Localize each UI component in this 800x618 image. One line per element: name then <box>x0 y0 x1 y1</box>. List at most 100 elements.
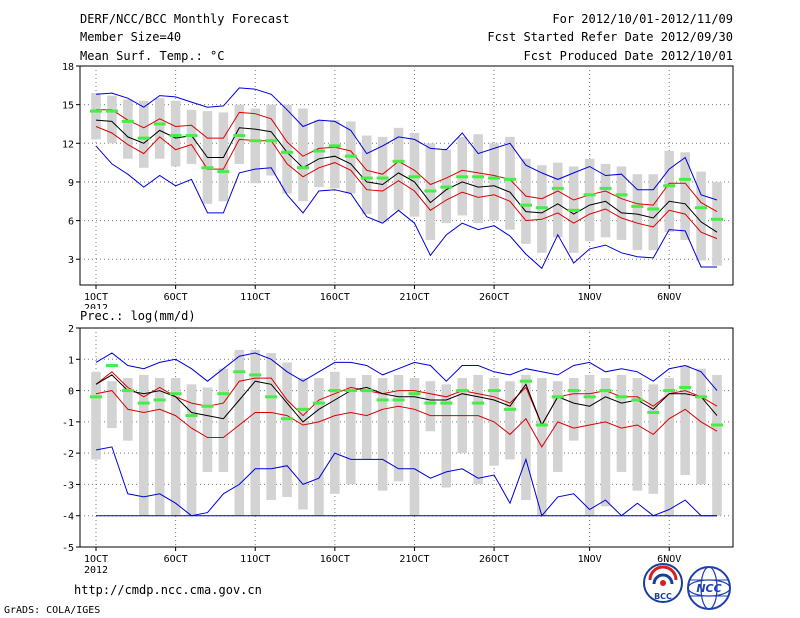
prec-xtick-label: 21OCT <box>399 554 429 565</box>
temp-spread-box <box>409 132 420 217</box>
temp-min-line <box>95 145 717 270</box>
temp-observed-mark <box>472 175 485 179</box>
prec-observed-mark <box>472 401 485 405</box>
prec-spread-box <box>712 374 722 516</box>
temp-spread-box <box>473 134 483 224</box>
prec-observed-mark <box>297 407 309 411</box>
prec-ytick-label: 1 <box>68 355 74 366</box>
prec-spread-box <box>552 381 563 472</box>
temp-observed-mark <box>679 177 692 181</box>
temp-observed-mark <box>281 150 294 154</box>
prec-observed-mark <box>90 395 102 399</box>
prec-ytick-label: -5 <box>62 543 74 554</box>
prec-observed-mark <box>711 423 723 427</box>
prec-xtick-label: 1NOV <box>578 554 602 565</box>
temp-observed-mark <box>249 139 262 143</box>
temp-spread-box <box>489 143 499 221</box>
temp-mean-line <box>95 119 718 233</box>
prec-plot-frame <box>79 327 734 548</box>
prec-spread-box <box>680 365 690 476</box>
prec-xtick-label: 6NOV <box>657 554 681 565</box>
prec-spread-box <box>632 378 643 491</box>
temp-xtick-label: 26OCT <box>479 292 509 303</box>
temp-spread-box <box>712 181 722 266</box>
prec-max-line <box>95 352 718 391</box>
prec-observed-mark <box>440 401 453 405</box>
prec-spread-box <box>91 371 101 460</box>
prec-observed-mark <box>599 389 612 393</box>
prec-observed-mark <box>679 385 692 389</box>
temp-observed-mark <box>551 186 564 190</box>
prec-upper-line <box>95 371 718 427</box>
temp-observed-mark <box>519 203 532 207</box>
temp-observed-mark <box>440 185 453 189</box>
temp-observed-mark <box>344 154 357 158</box>
prec-spread-box <box>409 378 420 516</box>
temp-spread-box <box>154 98 165 159</box>
prec-observed-mark <box>360 389 373 393</box>
prec-observed-mark <box>185 414 198 418</box>
prec-spread-box <box>170 378 181 516</box>
prec-lower-line <box>95 390 718 448</box>
temp-observed-mark <box>711 217 723 221</box>
temp-xtick-label: 6NOV <box>657 292 681 303</box>
prec-ytick-label: -1 <box>62 418 74 429</box>
prec-spread-box <box>425 381 436 432</box>
temp-spread-box <box>298 108 308 202</box>
prec-spread-box <box>218 368 229 472</box>
forecast-produced-label: Fcst Produced Date 2012/10/01 <box>523 49 733 63</box>
temp-observed-mark <box>121 119 134 123</box>
temp-xtick-label: 21OCT <box>399 292 429 303</box>
prec-ytick-label: -4 <box>62 512 74 523</box>
prec-spread-box <box>696 368 706 485</box>
prec-observed-mark <box>169 392 182 396</box>
prec-observed-mark <box>265 395 278 399</box>
bcc-logo: BCC <box>643 563 683 603</box>
prec-observed-mark <box>328 389 341 393</box>
temp-observed-mark <box>185 134 198 138</box>
temp-observed-mark <box>535 206 548 210</box>
variable-label: Mean Surf. Temp.: °C <box>80 49 225 63</box>
temp-observed-mark <box>599 186 612 190</box>
temp-spread-box <box>616 166 627 240</box>
temp-spread-box <box>330 120 340 189</box>
prec-spread-box <box>377 378 388 491</box>
temperature-panel: 3 6 9 12 15 18 1OCT 6OCT 11OCT 16OCT 21OCT 26OCT 1NO… <box>62 62 734 314</box>
prec-observed-mark <box>535 423 548 427</box>
prec-observed-mark <box>392 398 405 402</box>
temp-lower-line <box>95 126 718 240</box>
prec-xtick-label: 11OCT <box>240 554 270 565</box>
prec-observed-mark <box>249 373 262 377</box>
prec-observed-mark <box>281 417 294 421</box>
temp-xtick-label: 16OCT <box>320 292 350 303</box>
prec-spread-box <box>186 384 197 516</box>
temp-spread-box <box>91 93 101 140</box>
source-url-link[interactable]: http://cmdp.ncc.cma.gov.cn <box>74 583 262 597</box>
prec-min-line <box>95 446 717 517</box>
ncc-logo-text: NCC <box>696 582 721 595</box>
temp-observed-mark <box>153 122 166 126</box>
prec-spread-box <box>298 378 308 510</box>
prec-spread-box <box>282 362 292 497</box>
temp-spread-box <box>584 158 595 242</box>
temp-observed-mark <box>265 139 278 143</box>
temp-spread-box <box>696 171 706 261</box>
temp-upper-line <box>96 109 718 213</box>
prec-observed-mark <box>105 364 118 368</box>
prec-observed-mark <box>456 389 469 393</box>
prec-spread-box <box>648 384 659 494</box>
prec-spread-box <box>202 387 213 472</box>
prec-spread-box <box>600 378 611 507</box>
temp-observed-mark <box>105 109 118 113</box>
temp-observed-mark <box>424 189 437 193</box>
prec-spread-box <box>441 384 452 488</box>
prec-observed-mark <box>153 398 166 402</box>
temp-observed-mark <box>392 159 405 163</box>
temp-observed-mark <box>376 176 389 180</box>
prec-observed-mark <box>408 392 421 396</box>
temp-observed-mark <box>201 166 214 170</box>
temp-spread-box <box>680 152 690 240</box>
prec-spread-box <box>361 374 372 460</box>
prec-spread-box <box>568 378 579 441</box>
